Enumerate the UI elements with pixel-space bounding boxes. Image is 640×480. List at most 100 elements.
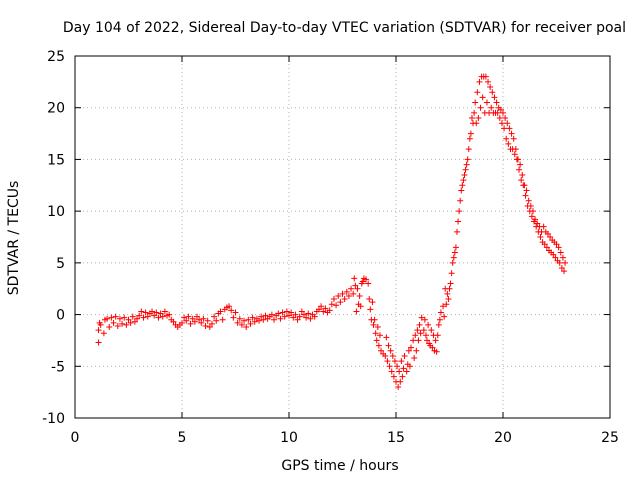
data-point bbox=[384, 358, 391, 365]
axis-ticks bbox=[74, 55, 611, 419]
data-point bbox=[434, 332, 441, 339]
data-point bbox=[196, 316, 203, 323]
data-point bbox=[511, 151, 518, 158]
data-point bbox=[518, 177, 525, 184]
y-tick-label: 20 bbox=[47, 101, 65, 117]
data-point bbox=[356, 292, 363, 299]
x-tick-label: 15 bbox=[387, 430, 405, 446]
data-point bbox=[161, 308, 168, 315]
data-point bbox=[351, 275, 358, 282]
data-point bbox=[200, 315, 207, 322]
data-point bbox=[155, 314, 162, 321]
x-axis-label: GPS time / hours bbox=[281, 458, 398, 474]
data-point bbox=[514, 156, 521, 163]
data-point bbox=[521, 182, 528, 189]
data-point bbox=[382, 352, 389, 359]
data-point bbox=[537, 234, 544, 240]
data-point bbox=[322, 305, 329, 312]
data-point bbox=[558, 265, 565, 272]
data-point bbox=[357, 303, 364, 310]
data-point bbox=[149, 308, 156, 315]
data-point bbox=[529, 208, 536, 215]
data-point bbox=[400, 365, 407, 372]
data-point bbox=[455, 218, 462, 225]
data-point bbox=[256, 317, 263, 324]
data-point bbox=[260, 316, 267, 323]
data-point bbox=[398, 358, 405, 365]
gridlines bbox=[75, 56, 610, 418]
data-point bbox=[406, 363, 413, 370]
data-point bbox=[208, 320, 215, 327]
data-point bbox=[232, 309, 239, 316]
data-point bbox=[422, 332, 429, 339]
data-point bbox=[320, 308, 327, 315]
data-point bbox=[510, 135, 517, 142]
data-point bbox=[456, 208, 463, 215]
data-point bbox=[245, 316, 252, 323]
data-point bbox=[519, 171, 526, 178]
y-axis-label: SDTVAR / TECUs bbox=[6, 181, 22, 296]
data-point bbox=[534, 220, 541, 227]
chart-title: Day 104 of 2022, Sidereal Day-to-day VTE… bbox=[63, 20, 626, 36]
data-point bbox=[119, 320, 126, 327]
data-point bbox=[460, 177, 467, 184]
data-point bbox=[198, 319, 205, 326]
data-point bbox=[387, 347, 394, 354]
data-point bbox=[441, 313, 448, 320]
data-point bbox=[311, 313, 318, 320]
data-point bbox=[277, 315, 284, 322]
y-tick-label: -10 bbox=[42, 411, 65, 427]
y-tick-label: -5 bbox=[51, 359, 65, 375]
x-tick-label: 0 bbox=[71, 430, 80, 446]
data-point bbox=[294, 316, 301, 323]
data-point bbox=[425, 321, 432, 328]
data-point bbox=[547, 234, 554, 240]
data-point bbox=[353, 308, 360, 315]
data-point bbox=[421, 316, 428, 323]
data-point bbox=[288, 309, 295, 316]
data-point bbox=[405, 347, 412, 354]
data-point bbox=[496, 115, 503, 122]
data-point bbox=[234, 319, 241, 326]
data-point bbox=[159, 313, 166, 320]
data-point bbox=[467, 130, 474, 137]
data-point bbox=[436, 316, 443, 323]
data-point bbox=[315, 306, 322, 313]
data-point bbox=[444, 290, 451, 297]
data-point bbox=[458, 187, 465, 194]
data-point bbox=[474, 89, 481, 96]
data-point bbox=[482, 73, 489, 80]
data-point bbox=[243, 323, 250, 330]
data-point bbox=[493, 99, 500, 106]
y-tick-label: 0 bbox=[56, 308, 65, 324]
data-point bbox=[372, 330, 379, 337]
data-point bbox=[412, 332, 419, 339]
data-point bbox=[553, 241, 560, 248]
data-point bbox=[286, 312, 292, 319]
data-point bbox=[401, 352, 408, 359]
data-point bbox=[559, 254, 566, 261]
x-tick-labels: 0 5 10 15 20 25 bbox=[71, 430, 619, 446]
data-point bbox=[258, 313, 265, 320]
data-point bbox=[247, 320, 254, 327]
data-point bbox=[389, 352, 396, 359]
data-point bbox=[187, 320, 194, 327]
data-point bbox=[236, 315, 243, 322]
data-point bbox=[468, 115, 475, 122]
data-point bbox=[191, 318, 198, 325]
data-point bbox=[226, 303, 233, 310]
x-tick-label: 5 bbox=[178, 430, 187, 446]
data-point bbox=[370, 321, 377, 328]
data-point bbox=[512, 146, 519, 153]
data-point bbox=[517, 161, 524, 168]
data-point bbox=[279, 309, 286, 316]
data-point bbox=[298, 308, 305, 315]
data-point bbox=[420, 327, 427, 334]
data-point bbox=[555, 244, 562, 251]
data-point bbox=[552, 254, 559, 261]
data-point bbox=[281, 313, 288, 320]
data-point bbox=[487, 84, 494, 91]
data-point bbox=[447, 280, 454, 287]
data-point bbox=[394, 363, 401, 370]
data-point bbox=[271, 316, 278, 323]
